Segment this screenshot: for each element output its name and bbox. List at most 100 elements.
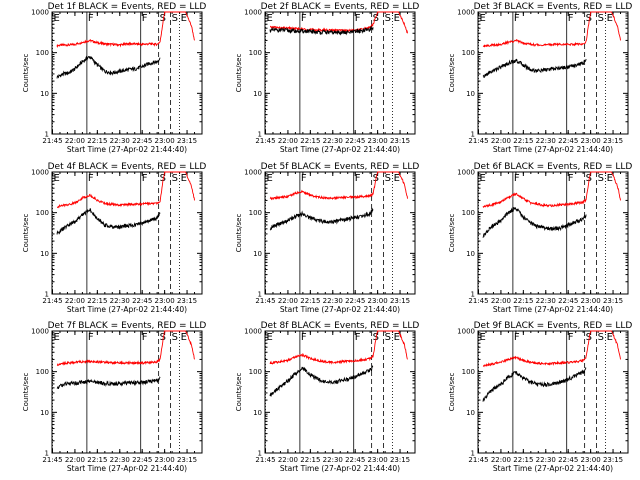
series-events-black: [482, 206, 587, 238]
marker-label: E: [53, 13, 59, 24]
x-tick-label: 23:15: [603, 456, 623, 464]
x-tick-label: 23:15: [177, 456, 197, 464]
x-tick-label: 22:15: [513, 297, 533, 305]
x-tick-label: 23:00: [368, 456, 388, 464]
series-lld-red: [56, 330, 195, 367]
marker-label: F: [355, 332, 361, 343]
marker-label: S: [385, 13, 391, 24]
series-events-black: [56, 55, 161, 79]
marker-label: F: [88, 332, 94, 343]
y-tick-label: 10: [253, 90, 262, 98]
x-tick-label: 22:15: [87, 297, 107, 305]
x-tick-label: 22:15: [513, 456, 533, 464]
y-tick-label: 100: [249, 368, 262, 376]
chart-title: Det 9f BLACK = Events, RED = LLD: [474, 321, 633, 331]
x-tick-label: 23:00: [155, 297, 175, 305]
marker-label: F: [568, 13, 574, 24]
chart-panel-7: Det 7f BLACK = Events, RED = LLD 1 10 100 10…: [22, 321, 206, 473]
y-tick-label: 100: [249, 49, 262, 57]
y-tick-label: 10: [466, 90, 475, 98]
series-events-black: [56, 208, 161, 235]
y-tick-label: 100: [36, 49, 49, 57]
x-tick-label: 22:45: [132, 137, 152, 145]
marker-label: F: [142, 173, 148, 184]
marker-label: S: [598, 332, 604, 343]
series-events-black: [482, 367, 587, 402]
chart-title: Det 8f BLACK = Events, RED = LLD: [261, 321, 420, 331]
marker-label: S: [598, 13, 604, 24]
chart-title: Det 3f BLACK = Events, RED = LLD: [474, 2, 633, 12]
y-tick-label: 1: [471, 450, 475, 458]
chart-panel-2: Det 2f BLACK = Events, RED = LLD 1 10 100 10…: [235, 2, 419, 154]
y-tick-label: 100: [249, 209, 262, 217]
marker-label: S: [586, 332, 592, 343]
marker-label: S: [598, 173, 604, 184]
series-lld-red: [56, 11, 195, 49]
marker-label: E: [607, 173, 613, 184]
chart-panel-9: Det 9f BLACK = Events, RED = LLD 1 10 100 10…: [448, 321, 632, 473]
marker-label: F: [355, 13, 361, 24]
x-tick-label: 22:30: [110, 456, 130, 464]
y-axis-label: Counts/sec: [22, 373, 30, 412]
marker-label: E: [266, 332, 272, 343]
x-tick-label: 22:30: [536, 297, 556, 305]
marker-label: F: [142, 13, 148, 24]
marker-label: S: [373, 13, 379, 24]
y-axis-label: Counts/sec: [235, 373, 243, 412]
series-lld-red: [270, 11, 408, 34]
x-tick-label: 23:00: [581, 137, 601, 145]
x-axis-label: Start Time (27-Apr-02 21:44:40): [67, 305, 187, 314]
x-tick-label: 22:00: [278, 137, 298, 145]
x-axis-label: Start Time (27-Apr-02 21:44:40): [493, 464, 613, 473]
y-tick-label: 1: [471, 131, 475, 139]
series-lld-red: [269, 171, 408, 201]
y-axis-label: Counts/sec: [235, 54, 243, 93]
marker-label: F: [355, 173, 361, 184]
marker-label: F: [514, 173, 520, 184]
x-tick-label: 21:45: [42, 456, 62, 464]
y-tick-label: 1000: [31, 169, 49, 177]
chart-title: Det 4f BLACK = Events, RED = LLD: [48, 162, 207, 172]
series-lld-red: [269, 330, 408, 365]
x-tick-label: 22:00: [491, 456, 511, 464]
y-axis-label: Counts/sec: [235, 214, 243, 253]
y-axis-label: Counts/sec: [448, 54, 456, 93]
x-tick-label: 22:45: [345, 297, 365, 305]
x-tick-label: 21:45: [468, 456, 488, 464]
series-lld-red: [482, 171, 621, 208]
x-tick-label: 22:00: [65, 137, 85, 145]
x-tick-label: 23:00: [581, 456, 601, 464]
x-axis-label: Start Time (27-Apr-02 21:44:40): [280, 305, 400, 314]
marker-label: E: [53, 173, 59, 184]
x-axis-label: Start Time (27-Apr-02 21:44:40): [493, 305, 613, 314]
y-tick-label: 10: [40, 409, 49, 417]
marker-label: E: [53, 332, 59, 343]
x-tick-label: 23:00: [155, 137, 175, 145]
x-tick-label: 23:15: [390, 456, 410, 464]
marker-label: F: [88, 13, 94, 24]
y-tick-label: 1: [45, 450, 49, 458]
chart-title: Det 7f BLACK = Events, RED = LLD: [48, 321, 207, 331]
y-tick-label: 10: [253, 409, 262, 417]
chart-panel-8: Det 8f BLACK = Events, RED = LLD 1 10 100 10…: [235, 321, 419, 473]
x-tick-label: 22:30: [110, 297, 130, 305]
chart-title: Det 5f BLACK = Events, RED = LLD: [261, 162, 420, 172]
x-tick-label: 22:15: [87, 137, 107, 145]
x-tick-label: 22:00: [65, 297, 85, 305]
y-tick-label: 100: [462, 209, 475, 217]
series-lld-red: [482, 330, 621, 368]
y-tick-label: 1: [258, 131, 262, 139]
y-tick-label: 1: [471, 291, 475, 299]
x-tick-label: 22:45: [345, 137, 365, 145]
marker-label: S: [160, 332, 166, 343]
x-tick-label: 22:15: [300, 456, 320, 464]
y-axis-label: Counts/sec: [22, 214, 30, 253]
x-tick-label: 22:00: [278, 297, 298, 305]
x-tick-label: 22:30: [323, 137, 343, 145]
marker-label: E: [607, 332, 613, 343]
x-axis-label: Start Time (27-Apr-02 21:44:40): [280, 145, 400, 154]
chart-title: Det 6f BLACK = Events, RED = LLD: [474, 162, 633, 172]
x-tick-label: 22:45: [132, 456, 152, 464]
x-tick-label: 22:00: [491, 297, 511, 305]
series-events-black: [269, 207, 374, 231]
